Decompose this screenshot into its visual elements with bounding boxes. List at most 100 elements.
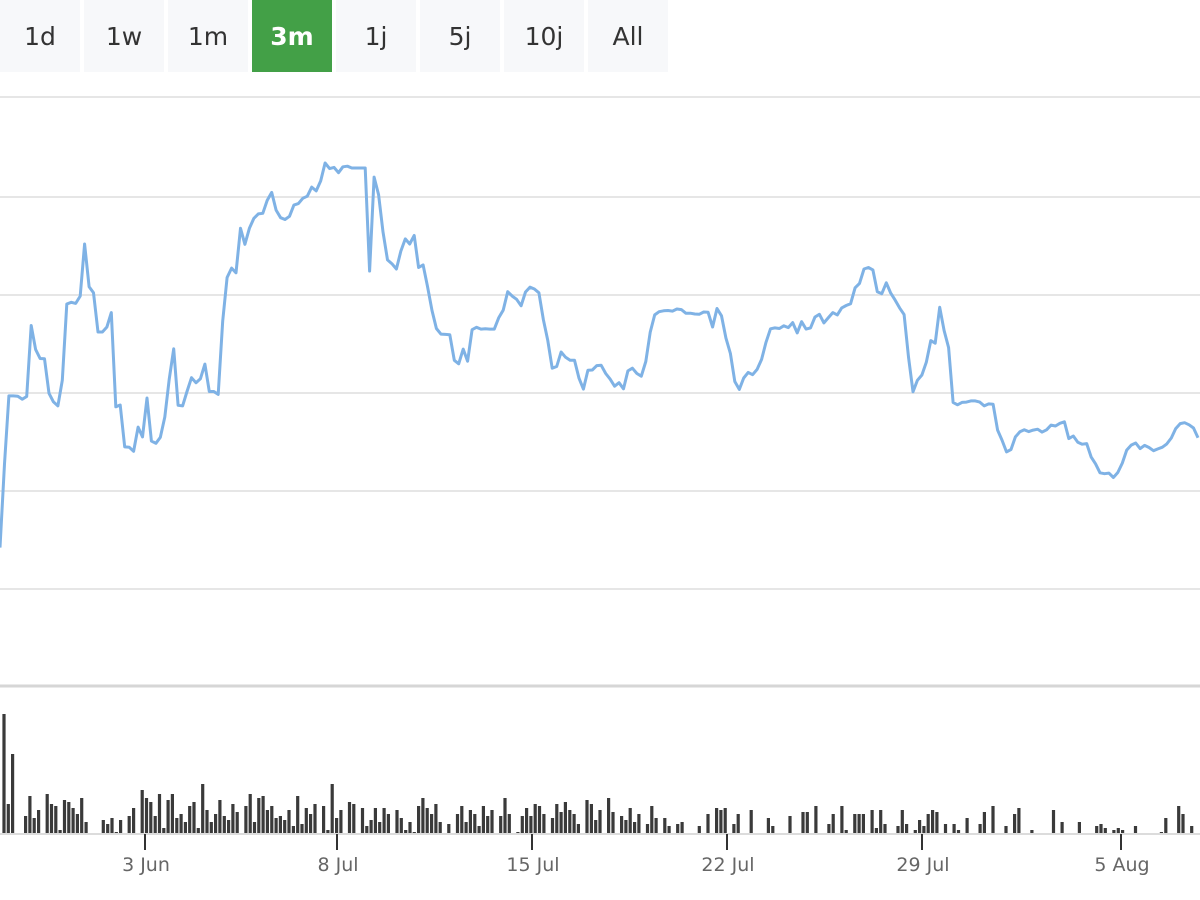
volume-bar xyxy=(71,808,75,834)
volume-bar xyxy=(1177,806,1181,834)
volume-bar xyxy=(628,808,632,834)
volume-bar xyxy=(771,826,775,834)
volume-bar xyxy=(870,810,874,834)
volume-bar xyxy=(335,818,339,834)
volume-bar xyxy=(1030,830,1034,834)
volume-bar xyxy=(339,810,343,834)
volume-bar xyxy=(935,812,939,834)
range-button-3m[interactable]: 3m xyxy=(252,0,332,72)
volume-bar xyxy=(291,826,295,834)
range-button-1d[interactable]: 1d xyxy=(0,0,80,72)
volume-bar xyxy=(1077,822,1081,834)
volume-bar xyxy=(455,814,460,834)
volume-bar xyxy=(227,820,231,834)
volume-bar xyxy=(680,822,684,834)
volume-bar xyxy=(620,816,624,834)
volume-bar xyxy=(676,824,680,834)
volume-bar xyxy=(468,810,472,834)
volume-bar xyxy=(499,816,503,834)
volume-bar xyxy=(857,814,861,834)
volume-bar xyxy=(533,804,537,834)
volume-bar xyxy=(814,806,818,834)
volume-bar xyxy=(265,810,269,834)
volume-bar xyxy=(257,798,261,834)
volume-bar xyxy=(559,812,563,834)
volume-bar xyxy=(360,808,365,834)
range-button-1w[interactable]: 1w xyxy=(84,0,164,72)
volume-bar xyxy=(723,808,727,834)
volume-bar xyxy=(32,818,36,834)
volume-bar xyxy=(153,816,157,834)
volume-bar xyxy=(1095,826,1099,834)
volume-bar xyxy=(162,828,166,834)
volume-bar xyxy=(309,814,313,834)
volume-bar xyxy=(1164,818,1168,834)
volume-bar xyxy=(537,806,542,834)
volume-bar xyxy=(788,816,792,834)
volume-bar xyxy=(1121,830,1125,834)
x-tick-label: 5 Aug xyxy=(1094,854,1149,876)
x-tick-label: 8 Jul xyxy=(317,854,358,876)
volume-bar xyxy=(296,796,300,834)
volume-bar xyxy=(805,812,809,834)
volume-bar xyxy=(369,820,373,834)
volume-bar xyxy=(654,818,658,834)
volume-bar xyxy=(283,820,287,834)
range-selector: 1d 1w 1m 3m 1j 5j 10j All xyxy=(0,0,668,72)
volume-bar xyxy=(149,802,153,834)
volume-bar xyxy=(170,794,174,834)
volume-bar xyxy=(766,818,770,834)
volume-bar xyxy=(555,804,559,834)
volume-bar xyxy=(75,814,79,834)
volume-bar xyxy=(490,810,494,834)
volume-bar xyxy=(261,796,265,834)
volume-bar xyxy=(637,814,641,834)
volume-bar xyxy=(1051,810,1056,834)
volume-bar xyxy=(563,802,567,834)
volume-bar xyxy=(28,796,32,834)
volume-bar xyxy=(408,822,412,834)
volume-bar xyxy=(542,814,546,834)
volume-bar xyxy=(503,798,507,834)
range-button-5j[interactable]: 5j xyxy=(420,0,500,72)
volume-bar xyxy=(313,804,317,834)
volume-bar xyxy=(663,818,667,834)
volume-bar xyxy=(956,830,961,834)
volume-bar xyxy=(278,816,282,834)
volume-bar xyxy=(252,822,257,834)
volume-bar xyxy=(607,798,611,834)
volume-bar xyxy=(585,800,589,834)
range-button-all[interactable]: All xyxy=(588,0,668,72)
volume-bar xyxy=(460,806,464,834)
volume-bar xyxy=(896,826,900,834)
volume-bar xyxy=(157,794,162,834)
volume-bar xyxy=(58,830,62,834)
volume-bar xyxy=(101,820,105,834)
x-tick-label: 22 Jul xyxy=(701,854,754,876)
volume-bar xyxy=(883,824,887,834)
volume-bar xyxy=(589,804,593,834)
volume-bar xyxy=(943,824,948,834)
volume-bar xyxy=(874,828,878,834)
volume-bar xyxy=(84,822,88,834)
volume-bar xyxy=(6,804,10,834)
volume-bar xyxy=(732,824,736,834)
volume-bar xyxy=(598,810,602,834)
volume-bar xyxy=(248,794,252,834)
range-button-1j[interactable]: 1j xyxy=(336,0,416,72)
volume-bar xyxy=(183,822,187,834)
volume-bar xyxy=(645,824,650,834)
volume-bar xyxy=(550,818,555,834)
volume-bar xyxy=(166,800,170,834)
volume-bar xyxy=(1190,826,1194,834)
volume-bars xyxy=(2,714,1194,834)
volume-bar xyxy=(188,806,192,834)
volume-bar xyxy=(425,808,429,834)
volume-bar xyxy=(67,802,71,834)
volume-bar xyxy=(473,814,477,834)
volume-bar xyxy=(1060,822,1064,834)
volume-bar xyxy=(222,816,226,834)
range-button-1m[interactable]: 1m xyxy=(168,0,248,72)
range-button-10j[interactable]: 10j xyxy=(504,0,584,72)
